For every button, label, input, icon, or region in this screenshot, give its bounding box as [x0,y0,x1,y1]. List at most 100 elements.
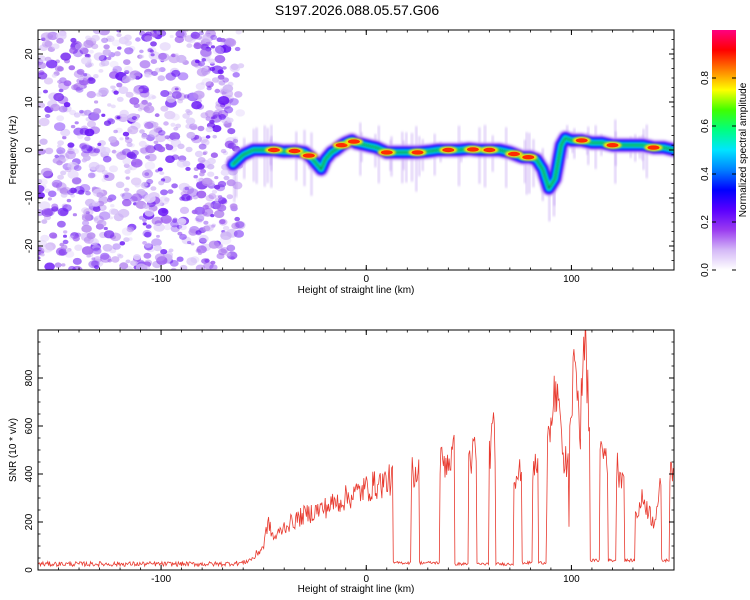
noise-blob [85,35,92,41]
noise-blob [64,166,72,173]
noise-blob [54,262,62,268]
noise-blob [47,197,53,201]
noise-blob [163,121,169,126]
noise-blob [49,232,58,239]
noise-blob [210,260,216,265]
noise-blob [79,109,84,114]
noise-blob [181,193,191,202]
noise-blob [196,190,207,199]
snr-frame [37,329,675,571]
noise-blob [151,95,157,100]
noise-blob [43,77,54,85]
noise-blob [99,206,105,210]
noise-blob [204,258,210,263]
spectrogram-ylabel: Frequency (Hz) [8,116,19,185]
ridge-hotspot [411,150,424,155]
noise-blob [104,174,109,178]
noise-blob [62,239,69,245]
noise-blob [196,67,209,77]
noise-blob [223,175,230,181]
noise-blob [139,49,144,54]
noise-blob [157,75,166,82]
noise-blob [197,157,206,163]
noise-blob [94,265,100,270]
ridge-hotspot [466,147,479,152]
noise-blob [157,167,163,172]
noise-blob [185,117,196,125]
noise-blob [73,49,83,58]
noise-blob [81,144,93,154]
noise-blob [216,204,227,212]
noise-blob [159,171,165,176]
noise-blob [85,211,90,215]
noise-blob [187,188,199,197]
spectrogram-xtick-label: -100 [151,274,171,285]
noise-blob [176,54,187,63]
noise-blob [60,244,68,250]
noise-blob [175,30,187,39]
noise-blob [198,37,204,41]
noise-blob [40,234,50,242]
noise-blob [197,60,206,67]
noise-blob [212,45,224,55]
noise-blob [41,243,54,253]
noise-blob [111,39,121,47]
noise-blob [205,126,214,133]
noise-blob [95,92,102,97]
noise-blob [84,136,91,142]
snr-ytick-label: 400 [24,465,35,482]
noise-blob [220,169,230,176]
noise-blob [87,120,96,128]
noise-blob [93,74,99,79]
noise-blob [234,91,243,98]
noise-blob [156,234,160,238]
noise-blob [153,223,165,232]
noise-blob [73,112,81,118]
noise-blob [153,245,162,252]
noise-blob [86,91,97,99]
noise-blob [147,94,156,100]
noise-blob [92,247,102,255]
noise-blob [151,71,158,76]
noise-blob [62,105,72,113]
noise-blob [77,134,84,140]
noise-blob [75,43,84,51]
noise-blob [174,87,179,91]
noise-blob [41,219,48,224]
noise-blob [144,161,156,170]
noise-blob [224,106,234,114]
noise-blob [113,129,118,134]
noise-blob [222,84,234,93]
noise-blob [41,208,53,218]
noise-blob [185,146,193,153]
noise-blob [92,205,101,212]
noise-blob [40,32,53,41]
noise-blob [215,243,223,249]
snr-xlabel: Height of straight line (km) [298,584,415,595]
snr-xtick-label: 0 [363,574,369,585]
noise-blob [135,263,147,270]
noise-blob [207,171,215,177]
noise-blob [44,56,52,62]
noise-blob [120,193,125,197]
noise-blob [83,73,88,77]
noise-blob [220,231,232,240]
noise-blob [145,224,152,229]
noise-blob [116,82,123,88]
noise-blob [183,94,190,99]
noise-blob [51,43,60,50]
noise-blob [51,73,58,78]
noise-blob [156,31,162,35]
noise-blob [38,62,47,69]
noise-blob [165,155,175,163]
noise-blob [116,116,121,120]
noise-blob [177,143,185,150]
noise-blob [141,182,148,187]
noise-blob [157,146,166,153]
noise-blob [131,116,137,120]
noise-blob [67,161,79,171]
noise-blob [195,264,206,270]
noise-blob [70,194,76,198]
noise-blob [107,118,116,125]
noise-blob [210,152,218,158]
